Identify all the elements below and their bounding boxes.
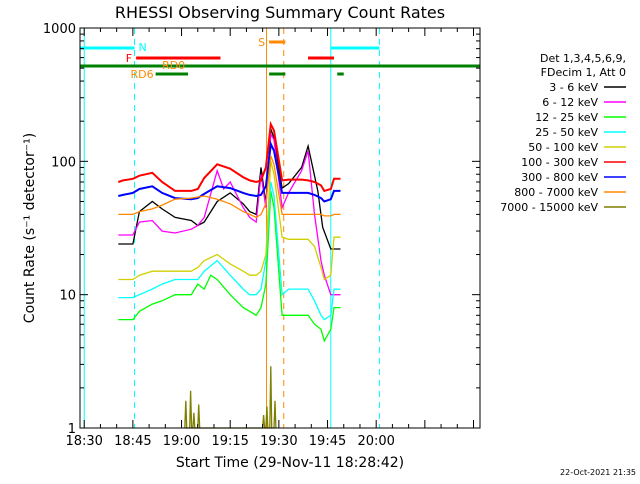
series-line-7: [118, 155, 341, 219]
y-axis-label: Count Rate (s⁻¹ detector⁻¹): [22, 133, 38, 323]
legend-label-4: 50 - 100 keV: [528, 141, 598, 154]
x-tick-label-0: 18:30: [65, 434, 102, 449]
series-line-0: [118, 128, 341, 250]
legend-label-6: 300 - 800 keV: [521, 171, 598, 184]
y-tick-label-1: 10: [59, 289, 76, 304]
series-line-2: [118, 190, 341, 343]
legend-label-8: 7000 - 15000 keV: [500, 201, 598, 214]
plot-timestamp: 22-Oct-2021 21:35: [560, 468, 636, 477]
series-line-5: [117, 120, 341, 193]
legend-label-5: 100 - 300 keV: [521, 156, 598, 169]
instrument-state-lines: [83, 28, 380, 428]
x-tick-label-1: 18:45: [114, 434, 151, 449]
x-axis-label: Start Time (29-Nov-11 18:28:42): [176, 455, 404, 471]
chart-title: RHESSI Observing Summary Count Rates: [115, 3, 445, 22]
series-line-3: [118, 181, 341, 321]
x-tick-label-5: 19:45: [309, 434, 346, 449]
flag-label-rd6: RD6: [130, 68, 153, 81]
flag-label-f: F: [126, 52, 132, 65]
plot-axes: 1 10 100 1000 18:30 18:45 19:00 19:15 19:30 19:45…: [43, 22, 481, 449]
flag-label-s: S: [258, 36, 265, 49]
data-series: [117, 120, 341, 429]
x-tick-label-2: 19:00: [163, 434, 200, 449]
observing-flag-bars: NF S RD0 RD6: [80, 36, 480, 81]
legend-label-0: 3 - 6 keV: [549, 81, 598, 94]
legend-label-1: 6 - 12 keV: [542, 96, 598, 109]
legend-header-1: FDecim 1, Att 0: [541, 66, 626, 79]
y-tick-label-3: 1000: [43, 22, 76, 37]
x-tick-label-4: 19:30: [260, 434, 297, 449]
flag-label-n: N: [139, 41, 147, 54]
flag-label-rd0: RD0: [162, 59, 185, 72]
legend-label-3: 25 - 50 keV: [535, 126, 598, 139]
y-tick-label-0: 1: [68, 422, 76, 437]
x-tick-label-6: 20:00: [357, 434, 394, 449]
x-tick-label-3: 19:15: [211, 434, 248, 449]
legend: Det 1,3,4,5,6,9,FDecim 1, Att 0 3 - 6 keV…: [500, 52, 626, 214]
series-line-6: [118, 140, 341, 203]
series-line-1: [118, 131, 341, 296]
legend-label-2: 12 - 25 keV: [535, 111, 598, 124]
y-tick-label-2: 100: [51, 155, 76, 170]
plot-frame: [79, 27, 481, 429]
series-line-4: [118, 161, 341, 281]
legend-header-0: Det 1,3,4,5,6,9,: [540, 52, 626, 65]
legend-label-7: 800 - 7000 keV: [514, 186, 598, 199]
